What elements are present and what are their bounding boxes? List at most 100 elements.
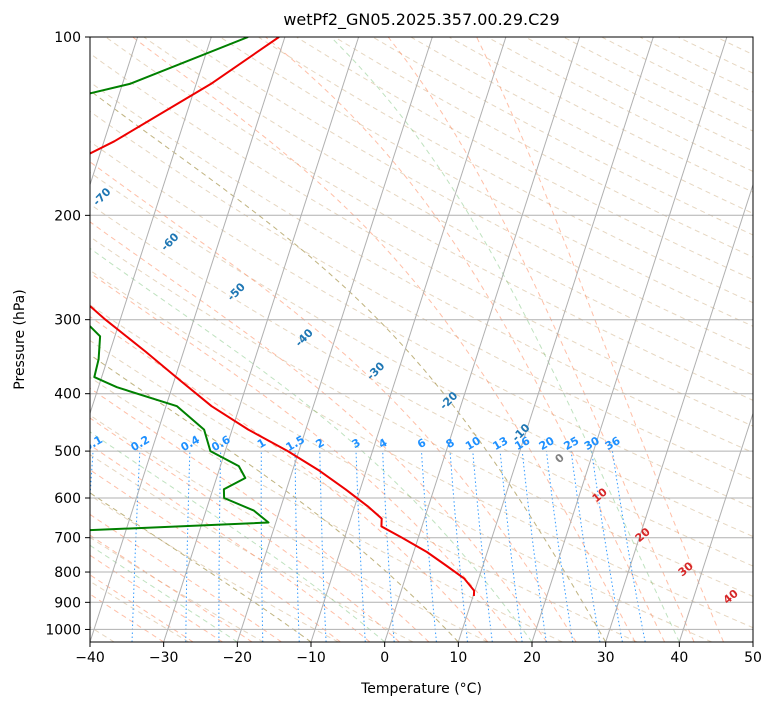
- isotherm-gridline: [457, 37, 654, 642]
- mixing-ratio-line: [294, 451, 300, 642]
- y-tick-label: 700: [54, 531, 81, 547]
- x-tick-label: 40: [670, 650, 688, 666]
- dry-adiabat-line: [563, 37, 753, 132]
- x-tick-label: −20: [223, 650, 253, 666]
- axes: −40 −30 −20 −10 0 10 20 30 40 5010020030040050060…: [45, 30, 762, 666]
- y-tick-label: 400: [54, 387, 81, 403]
- dry-adiabat-line: [411, 37, 753, 214]
- dry-adiabat-line: [90, 580, 190, 642]
- plot-frame: [89, 36, 754, 643]
- mixing-ratio-line: [499, 451, 523, 642]
- x-axis-label: Temperature (°C): [360, 681, 482, 697]
- mixing-ratio-label: 2: [313, 436, 326, 451]
- x-tick-label: −10: [296, 650, 326, 666]
- dry-adiabat-line: [373, 37, 753, 236]
- dry-adiabat-line: [334, 37, 753, 258]
- dry-adiabat-label: -30: [364, 359, 387, 382]
- y-tick-label: 300: [54, 313, 81, 329]
- mixing-ratio-label: 6: [415, 436, 428, 451]
- isotherm-gridline: [236, 37, 433, 642]
- y-tick-label: 100: [54, 30, 81, 46]
- y-axis-label: Pressure (hPa): [12, 289, 28, 389]
- moist-reference-line: [90, 247, 533, 642]
- moist-adiabat-line: [90, 387, 430, 642]
- mixing-ratio-line: [218, 451, 222, 642]
- moist-adiabat-line: [90, 315, 489, 642]
- dry-adiabat-line: [487, 37, 753, 172]
- line-labels: 0.10.20.40.611.52346810131620253036-100-…: [20, 147, 741, 607]
- moist-adiabat-label: 40: [721, 587, 741, 607]
- moist-adiabat-line: [90, 354, 459, 642]
- dry-adiabat-line: [90, 110, 753, 481]
- isotherm-gridline: [310, 37, 507, 642]
- mixing-ratio-label: 4: [376, 436, 389, 451]
- moist-reference-line: [90, 544, 238, 642]
- moist-adiabat-label: 10: [590, 485, 610, 505]
- moist-adiabat-line: [90, 161, 577, 642]
- moist-adiabat-line: [90, 554, 223, 642]
- isotherm-gridline: [752, 640, 753, 642]
- dry-adiabat-line: [90, 52, 753, 427]
- dry-adiabat-label: -50: [225, 280, 248, 303]
- dry-adiabat-line: [678, 37, 753, 74]
- dry-adiabat-label: -70: [90, 185, 113, 208]
- mixing-ratio-label: 36: [603, 434, 623, 453]
- moist-adiabat-line: [90, 469, 341, 642]
- moist-reference-line: [330, 37, 680, 642]
- isotherm-gridline: [531, 37, 728, 642]
- y-tick-label: 600: [54, 491, 81, 507]
- isotherm-gridline: [90, 37, 139, 187]
- dry-adiabat-line: [90, 141, 753, 509]
- moist-adiabat-line: [90, 417, 400, 642]
- dry-adiabat-line: [90, 376, 563, 642]
- moist-adiabat-line: [90, 513, 282, 642]
- moist-adiabat-line: [387, 37, 695, 642]
- dry-adiabat-line: [449, 37, 753, 193]
- moist-reference-line: [90, 354, 459, 642]
- moist-adiabat-line: [90, 90, 607, 642]
- mixing-ratio-lines: [90, 451, 646, 642]
- mixing-ratio-line: [421, 451, 437, 642]
- isotherm-gridline: [163, 37, 360, 642]
- isotherm-gridline: [605, 183, 753, 642]
- y-tick-label: 900: [54, 595, 81, 611]
- grid: [0, 37, 753, 642]
- mixing-ratio-line: [472, 451, 493, 642]
- moist-reference-line: [90, 90, 607, 642]
- plot-area: 0.10.20.40.611.52346810131620253036-100-…: [0, 37, 775, 642]
- profile-series: [90, 37, 476, 597]
- mixing-ratio-line: [591, 451, 623, 642]
- isotherm-gridline: [90, 37, 286, 642]
- dry-adiabat-line: [105, 37, 753, 401]
- dry-adiabats: [90, 37, 775, 642]
- isotherm-gridline: [0, 37, 64, 642]
- dry-adiabat-line: [90, 339, 638, 642]
- mixing-ratio-line: [570, 451, 601, 642]
- dry-adiabat-line: [90, 81, 753, 454]
- dry-adiabat-line: [640, 37, 753, 93]
- dry-adiabat-line: [144, 37, 753, 376]
- x-tick-label: 30: [597, 650, 615, 666]
- dry-adiabat-label: -80: [20, 147, 43, 170]
- moist-adiabat-line: [90, 534, 253, 642]
- moist-reference-line: [90, 431, 386, 642]
- x-tick-label: 20: [523, 650, 541, 666]
- x-tick-label: 50: [744, 650, 762, 666]
- x-tick-label: −30: [149, 650, 179, 666]
- dry-adiabat-line: [90, 236, 753, 597]
- isotherm-gridline: [384, 37, 581, 642]
- moist-adiabat-label: 0: [553, 451, 567, 466]
- dry-adiabat-label: -60: [158, 230, 181, 253]
- mixing-ratio-label: 8: [444, 436, 457, 451]
- mixing-ratio-label: 3: [350, 436, 363, 451]
- y-tick-label: 200: [54, 208, 81, 224]
- dry-adiabat-line: [220, 37, 753, 327]
- dry-adiabat-line: [90, 269, 753, 629]
- dry-adiabat-line: [755, 37, 775, 642]
- dry-adiabat-line: [90, 171, 753, 538]
- moist-adiabat-line: [90, 221, 548, 642]
- moist-adiabat-line: [265, 37, 666, 642]
- mixing-ratio-label: 13: [490, 434, 510, 453]
- y-tick-label: 500: [54, 444, 81, 460]
